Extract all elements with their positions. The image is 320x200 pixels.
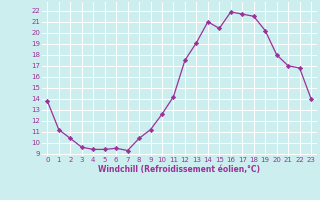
X-axis label: Windchill (Refroidissement éolien,°C): Windchill (Refroidissement éolien,°C) — [98, 165, 260, 174]
